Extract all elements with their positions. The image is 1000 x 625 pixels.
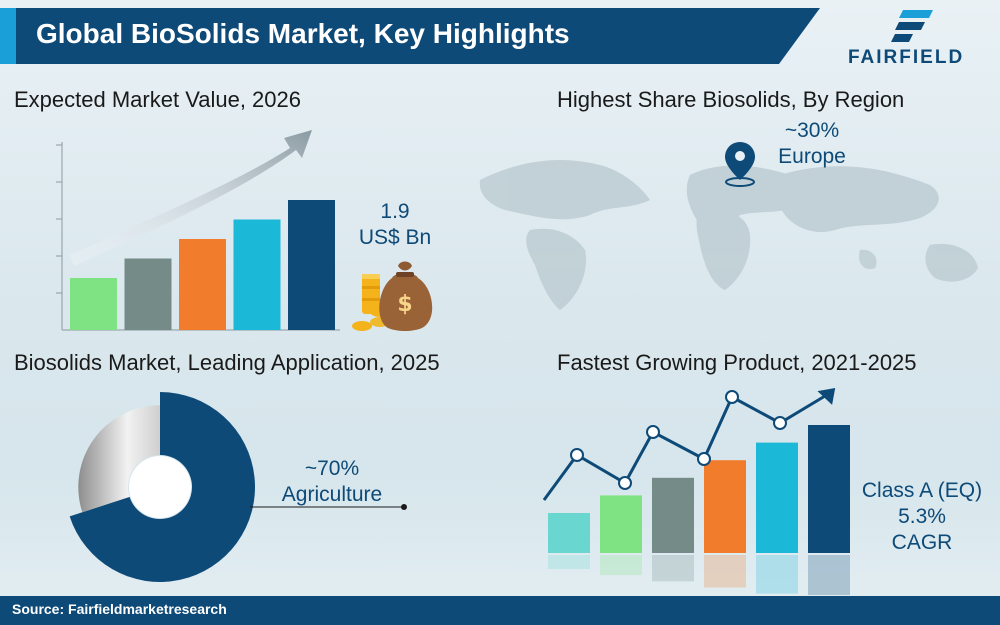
title-bar bbox=[0, 8, 820, 64]
product-bar-reflection-5 bbox=[756, 555, 798, 594]
market-value-bar-5 bbox=[288, 200, 335, 330]
region-share-block: ~30% Europe bbox=[762, 118, 862, 170]
growth-arrow bbox=[70, 130, 312, 266]
fastest-product-name: Class A (EQ) bbox=[861, 479, 983, 502]
company-logo-text: FAIRFIELD bbox=[848, 47, 965, 68]
application-share-percent: ~70% bbox=[304, 457, 360, 480]
svg-text:$: $ bbox=[397, 292, 412, 317]
title-accent-stripe bbox=[0, 8, 16, 64]
product-bar-2 bbox=[600, 495, 642, 553]
trend-point-6 bbox=[773, 416, 787, 430]
product-bar-5 bbox=[756, 442, 798, 553]
fastest-product-cagr-value: 5.3% bbox=[898, 505, 946, 528]
market-value-bar-3 bbox=[179, 239, 226, 330]
application-share-block: ~70% Agriculture bbox=[262, 456, 402, 508]
map-pin-icon bbox=[725, 142, 755, 187]
footer-bar bbox=[0, 596, 1000, 625]
market-value-amount: 1.9 bbox=[380, 200, 410, 223]
market-value-title: Expected Market Value, 2026 bbox=[14, 87, 301, 112]
market-value-unit: US$ Bn bbox=[358, 226, 432, 249]
market-value-number: 1.9 US$ Bn bbox=[340, 199, 450, 251]
trend-point-2 bbox=[618, 476, 632, 490]
page-title: Global BioSolids Market, Key Highlights bbox=[36, 18, 570, 49]
trend-point-5 bbox=[725, 390, 739, 404]
product-bar-4 bbox=[704, 460, 746, 553]
fastest-product-title: Fastest Growing Product, 2021-2025 bbox=[557, 350, 917, 375]
region-name: Europe bbox=[778, 145, 846, 168]
product-bar-reflection-3 bbox=[652, 555, 694, 582]
fastest-product-cagr-label: CAGR bbox=[891, 531, 953, 554]
market-value-bar-1 bbox=[70, 278, 117, 330]
fastest-product-chart bbox=[542, 388, 850, 595]
trend-arrowhead bbox=[817, 388, 836, 405]
donut-hole bbox=[129, 456, 191, 518]
source-credit: Source: Fairfieldmarketresearch bbox=[12, 601, 227, 617]
region-share-percent: ~30% bbox=[784, 119, 840, 142]
region-share-title: Highest Share Biosolids, By Region bbox=[557, 87, 905, 112]
application-donut-chart bbox=[69, 392, 407, 582]
trend-point-4 bbox=[697, 452, 711, 466]
leading-application-title: Biosolids Market, Leading Application, 2… bbox=[14, 350, 440, 375]
donut-slice-other bbox=[78, 405, 160, 513]
market-value-bar-2 bbox=[124, 258, 172, 330]
market-value-bar-4 bbox=[233, 219, 281, 330]
product-bar-reflection-4 bbox=[704, 555, 746, 588]
product-bar-3 bbox=[652, 477, 694, 553]
application-name: Agriculture bbox=[281, 483, 383, 506]
product-bar-6 bbox=[808, 425, 850, 553]
trend-line bbox=[542, 391, 831, 501]
trend-point-1 bbox=[570, 448, 584, 462]
product-bar-1 bbox=[548, 513, 590, 553]
donut-slice-agriculture bbox=[69, 392, 256, 582]
trend-point-3 bbox=[646, 425, 660, 439]
market-value-chart bbox=[56, 130, 340, 331]
product-bar-reflection-6 bbox=[808, 555, 850, 595]
product-bar-reflection-1 bbox=[548, 555, 590, 569]
fairfield-stripes-icon bbox=[891, 10, 933, 42]
product-bar-reflection-2 bbox=[600, 555, 642, 576]
money-bag-coins-icon: $ bbox=[352, 261, 433, 331]
fastest-product-block: Class A (EQ) 5.3% CAGR bbox=[852, 478, 992, 556]
